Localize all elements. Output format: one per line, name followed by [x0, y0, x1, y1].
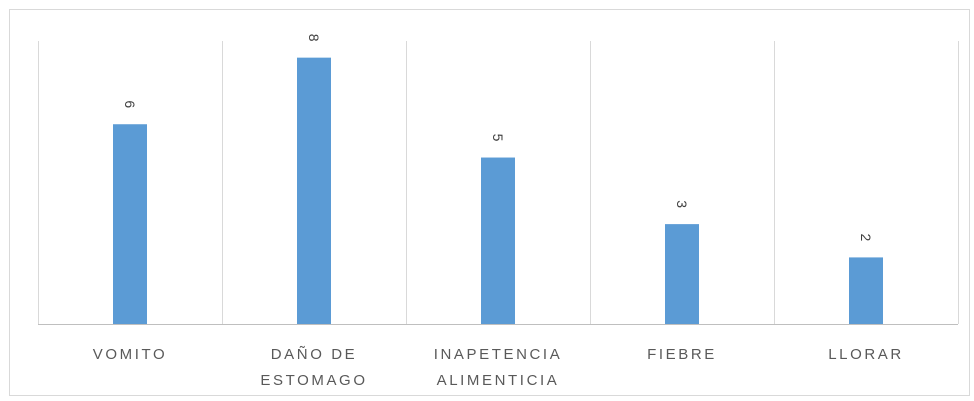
category-label: FIEBRE: [647, 346, 717, 363]
data-label: 8: [306, 34, 322, 42]
bar: [665, 224, 699, 324]
category-label: LLORAR: [828, 346, 904, 363]
bar: [297, 58, 331, 324]
category-label: VOMITO: [93, 346, 168, 363]
data-label: 2: [858, 234, 874, 242]
category-label: ALIMENTICIA: [437, 372, 560, 389]
category-labels: VOMITO DAÑO DE ESTOMAGO INAPETENCIA ALIMENTI…: [93, 346, 904, 389]
bar: [481, 158, 515, 324]
bar: [849, 257, 883, 324]
bars: [113, 58, 883, 324]
category-label: ESTOMAGO: [260, 372, 367, 389]
data-label: 3: [674, 200, 690, 208]
data-label: 6: [122, 100, 138, 108]
data-label: 5: [490, 134, 506, 142]
category-label: DAÑO DE: [271, 346, 358, 363]
bar: [113, 124, 147, 324]
category-label: INAPETENCIA: [434, 346, 563, 363]
